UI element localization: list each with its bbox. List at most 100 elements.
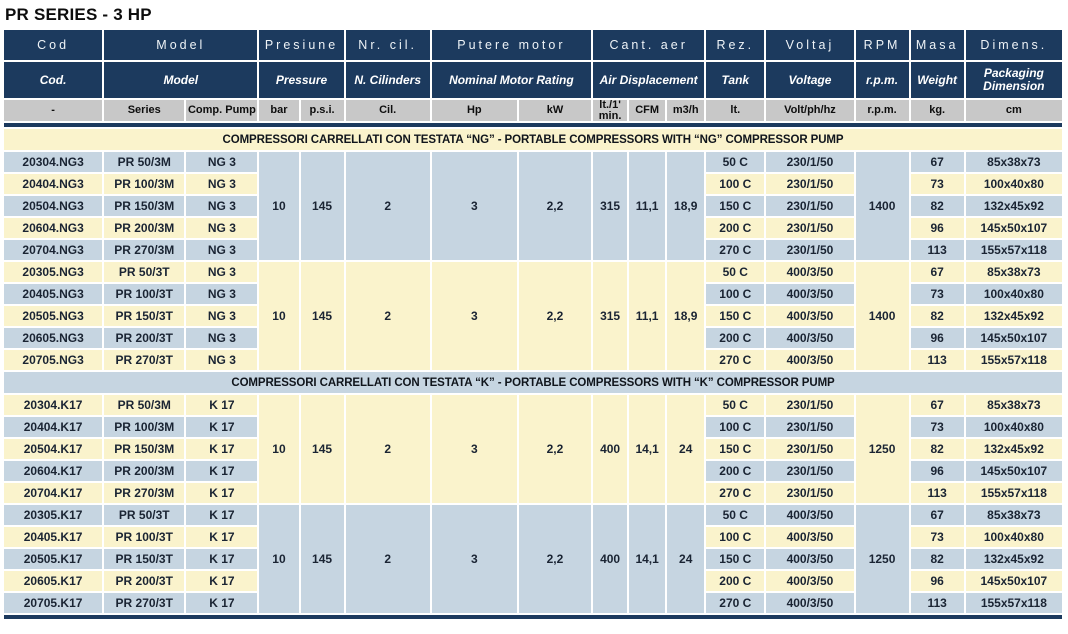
header-putere-motor: Putere motor <box>431 30 592 60</box>
dimension-cell: 85x38x73 <box>965 505 1062 525</box>
comp-pump-cell: NG 3 <box>186 262 258 282</box>
header-cod-en: Cod. <box>4 62 103 98</box>
comp-pump-cell: K 17 <box>186 483 258 503</box>
header-rpm: RPM <box>855 30 909 60</box>
unit-kw: kW <box>518 100 592 121</box>
series-cell: PR 270/3T <box>104 350 185 370</box>
voltage-cell: 400/3/50 <box>766 549 854 569</box>
dimension-cell: 132x45x92 <box>965 306 1062 326</box>
table-row: 20504.K17 PR 150/3M K 17 150 C 230/1/50 82 132… <box>4 439 1062 459</box>
psi-cell: 145 <box>300 505 344 613</box>
voltage-cell: 230/1/50 <box>766 152 854 172</box>
m3h-cell: 18,9 <box>667 262 705 370</box>
header-nr-cil: Nr. cil. <box>345 30 430 60</box>
cod-cell: 20505.NG3 <box>4 306 103 326</box>
kw-cell: 2,2 <box>518 395 592 503</box>
cod-cell: 20504.K17 <box>4 439 103 459</box>
kw-cell: 2,2 <box>518 505 592 613</box>
series-cell: PR 50/3T <box>104 262 185 282</box>
series-cell: PR 100/3M <box>104 417 185 437</box>
m3h-cell: 24 <box>667 505 705 613</box>
comp-pump-cell: NG 3 <box>186 350 258 370</box>
header-packaging-dimension: Packaging Dimension <box>965 62 1062 98</box>
cod-cell: 20505.K17 <box>4 549 103 569</box>
tank-cell: 270 C <box>706 240 765 260</box>
dimension-cell: 132x45x92 <box>965 439 1062 459</box>
dimension-cell: 145x50x107 <box>965 218 1062 238</box>
comp-pump-cell: NG 3 <box>186 284 258 304</box>
tank-cell: 270 C <box>706 483 765 503</box>
cod-cell: 20404.NG3 <box>4 174 103 194</box>
voltage-cell: 230/1/50 <box>766 174 854 194</box>
dimension-cell: 155x57x118 <box>965 350 1062 370</box>
weight-cell: 96 <box>910 218 964 238</box>
cod-cell: 20604.K17 <box>4 461 103 481</box>
unit-lt: lt. <box>706 100 765 121</box>
header-pressure: Pressure <box>259 62 344 98</box>
bar-cell: 10 <box>259 262 299 370</box>
voltage-cell: 230/1/50 <box>766 483 854 503</box>
bar-cell: 10 <box>259 395 299 503</box>
bar-cell: 10 <box>259 505 299 613</box>
weight-cell: 113 <box>910 240 964 260</box>
tank-cell: 150 C <box>706 439 765 459</box>
series-cell: PR 100/3T <box>104 527 185 547</box>
kw-cell: 2,2 <box>518 152 592 260</box>
header-cant-aer: Cant. aer <box>593 30 705 60</box>
weight-cell: 73 <box>910 284 964 304</box>
rpm-cell: 1400 <box>855 152 909 260</box>
voltage-cell: 400/3/50 <box>766 328 854 348</box>
psi-cell: 145 <box>300 262 344 370</box>
weight-cell: 113 <box>910 483 964 503</box>
header-tank: Tank <box>706 62 765 98</box>
comp-pump-cell: K 17 <box>186 593 258 613</box>
voltage-cell: 400/3/50 <box>766 527 854 547</box>
unit-hp: Hp <box>431 100 517 121</box>
tank-cell: 200 C <box>706 218 765 238</box>
unit-series: Series <box>104 100 185 121</box>
header-cod: Cod <box>4 30 103 60</box>
cod-cell: 20705.NG3 <box>4 350 103 370</box>
weight-cell: 113 <box>910 593 964 613</box>
comp-pump-cell: NG 3 <box>186 306 258 326</box>
series-cell: PR 200/3M <box>104 461 185 481</box>
series-cell: PR 270/3T <box>104 593 185 613</box>
table-row: 20705.K17 PR 270/3T K 17 270 C 400/3/50 113 15… <box>4 593 1062 613</box>
unit-lt-min: lt./1' min. <box>593 100 628 121</box>
hp-cell: 3 <box>431 505 517 613</box>
unit-bar: bar <box>259 100 299 121</box>
header-separator-bar <box>4 123 1062 127</box>
tank-cell: 150 C <box>706 549 765 569</box>
tank-cell: 200 C <box>706 328 765 348</box>
dimension-cell: 100x40x80 <box>965 174 1062 194</box>
voltage-cell: 400/3/50 <box>766 593 854 613</box>
table-row: 20505.NG3 PR 150/3T NG 3 150 C 400/3/50 82 132… <box>4 306 1062 326</box>
comp-pump-cell: K 17 <box>186 571 258 591</box>
section-header-row: COMPRESSORI CARRELLATI CON TESTATA “NG” … <box>4 129 1062 150</box>
cod-cell: 20605.K17 <box>4 571 103 591</box>
tank-cell: 50 C <box>706 262 765 282</box>
dimension-cell: 85x38x73 <box>965 395 1062 415</box>
series-cell: PR 50/3M <box>104 395 185 415</box>
weight-cell: 82 <box>910 306 964 326</box>
rpm-cell: 1250 <box>855 395 909 503</box>
weight-cell: 96 <box>910 571 964 591</box>
cod-cell: 20604.NG3 <box>4 218 103 238</box>
psi-cell: 145 <box>300 395 344 503</box>
table-row: 20705.NG3 PR 270/3T NG 3 270 C 400/3/50 113 15… <box>4 350 1062 370</box>
section-title: COMPRESSORI CARRELLATI CON TESTATA “NG” … <box>4 129 1062 150</box>
psi-cell: 145 <box>300 152 344 260</box>
weight-cell: 96 <box>910 461 964 481</box>
lt_min-cell: 400 <box>593 395 628 503</box>
m3h-cell: 24 <box>667 395 705 503</box>
tank-cell: 270 C <box>706 350 765 370</box>
comp-pump-cell: K 17 <box>186 439 258 459</box>
weight-cell: 73 <box>910 417 964 437</box>
comp-pump-cell: K 17 <box>186 461 258 481</box>
cil-cell: 2 <box>345 395 430 503</box>
series-cell: PR 200/3T <box>104 571 185 591</box>
comp-pump-cell: K 17 <box>186 395 258 415</box>
table-row: 20404.K17 PR 100/3M K 17 100 C 230/1/50 73 100… <box>4 417 1062 437</box>
table-row: 20305.K17 PR 50/3T K 17 10 145 2 3 2,2 400 14,1 24… <box>4 505 1062 613</box>
